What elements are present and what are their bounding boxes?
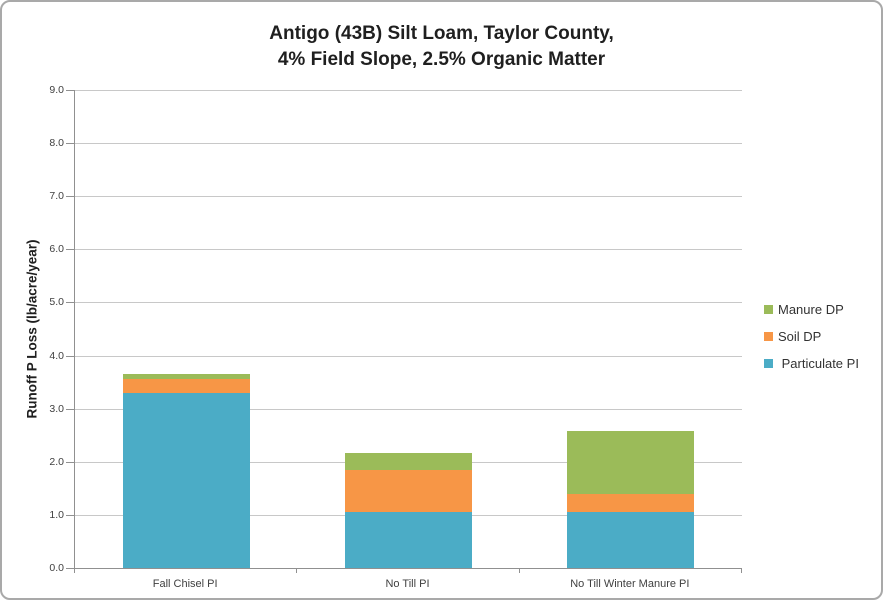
y-axis-tick-label: 9.0 — [49, 84, 64, 96]
x-axis-tick-mark — [518, 568, 520, 573]
y-axis-tick-label: 8.0 — [49, 137, 64, 150]
y-axis-tick-label: 1.0 — [49, 508, 64, 521]
y-axis-tick-mark — [66, 355, 74, 357]
x-axis-tick-mark — [296, 568, 298, 573]
bar-segment-particulate-pi — [345, 512, 472, 568]
x-axis-tick-mark — [74, 568, 75, 573]
bar-segment-particulate-pi — [122, 392, 250, 568]
gridline — [75, 143, 742, 144]
gridline — [75, 302, 742, 303]
y-axis-tick-label: 0.0 — [49, 562, 64, 574]
plot-area — [74, 90, 742, 569]
legend-swatch-particulate-pi — [764, 358, 773, 368]
legend-item-manure-dp: Manure DP — [764, 299, 859, 319]
y-axis-tick-label: 6.0 — [49, 243, 64, 256]
y-axis-tick-label: 2.0 — [49, 455, 64, 468]
y-axis-tick-mark — [66, 196, 74, 198]
x-axis-label: No Till PI — [385, 578, 430, 590]
legend-swatch-manure-dp — [764, 304, 773, 314]
bar-segment-manure-dp — [345, 452, 472, 470]
gridline — [75, 409, 742, 410]
y-axis-tick-mark — [66, 568, 74, 569]
y-axis-tick-label: 7.0 — [49, 190, 64, 203]
x-axis-tick-mark — [741, 568, 742, 573]
bar-segment-soil-dp — [345, 469, 472, 513]
bar-segment-soil-dp — [122, 379, 250, 393]
x-axis-label: Fall Chisel PI — [152, 578, 218, 590]
y-axis-tick-mark — [66, 143, 74, 145]
gridline — [75, 196, 742, 197]
x-axis-label: No Till Winter Manure PI — [570, 578, 690, 590]
y-axis-tick-mark — [66, 249, 74, 251]
y-axis-tick-label: 5.0 — [49, 296, 64, 309]
y-axis-tick-label: 3.0 — [49, 402, 64, 415]
legend-item-particulate-pi: Particulate PI — [764, 353, 859, 373]
chart-title-line-1: Antigo (43B) Silt Loam, Taylor County, — [269, 23, 614, 44]
chart-title-line-2: 4% Field Slope, 2.5% Organic Matter — [277, 49, 606, 70]
bar-segment-particulate-pi — [567, 512, 695, 568]
legend-swatch-soil-dp — [764, 331, 773, 341]
y-axis-tick-mark — [66, 408, 74, 410]
bar-segment-manure-dp — [567, 430, 695, 494]
y-axis-tick-label: 4.0 — [49, 349, 64, 362]
y-axis-title: Runoff P Loss (lb/acre/year) — [24, 239, 40, 419]
y-axis-tick-mark — [66, 461, 74, 463]
gridline — [75, 249, 742, 250]
legend-item-soil-dp: Soil DP — [764, 326, 859, 346]
y-axis-tick-mark — [66, 302, 74, 304]
gridline — [75, 90, 742, 91]
bar-segment-soil-dp — [567, 493, 695, 513]
y-axis-tick-mark — [66, 90, 74, 91]
chart-title: Antigo (43B) Silt Loam, Taylor County, 4… — [2, 21, 881, 73]
legend-label: Manure DP — [778, 301, 844, 317]
legend-label: Particulate PI — [778, 355, 859, 371]
y-axis-tick-mark — [66, 514, 74, 516]
gridline — [75, 356, 742, 357]
legend: Manure DP Soil DP Particulate PI — [764, 299, 859, 380]
bar-segment-manure-dp — [122, 374, 250, 380]
legend-label: Soil DP — [778, 328, 822, 344]
